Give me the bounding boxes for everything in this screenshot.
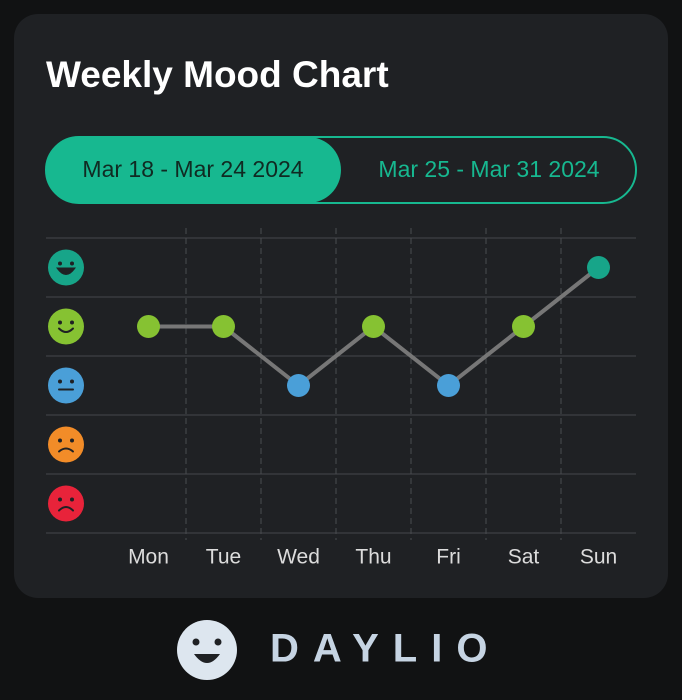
y-tick-icon [48,308,84,345]
y-tick-icon [48,249,84,286]
tab-label[interactable]: Mar 18 - Mar 24 2024 [82,156,303,182]
mood-point [137,315,160,338]
y-tick-icon [48,485,84,522]
mood-eye [70,379,74,384]
mood-point [362,315,385,338]
x-tick-label: Sat [508,546,540,569]
brand: DAYLIO [270,627,501,671]
mood-eye [70,497,74,502]
active-tab[interactable] [46,137,341,203]
mood-mouth [56,267,76,275]
mood-mouth [58,506,74,512]
mood-eye [58,379,62,384]
x-tick-label: Tue [206,546,241,569]
mood-face [48,367,84,404]
mood-eye [58,320,62,325]
logo-eye [192,638,200,646]
plot: Mon Tue Wed Thu Fri Sat Sun [46,228,636,569]
mood-eye [58,497,62,502]
y-tick-icon [48,367,84,404]
logo-eye [214,638,222,646]
mood-eye [58,261,62,266]
x-tick-label: Mon [128,546,169,569]
y-tick-icon [48,426,84,463]
x-tick-label: Wed [277,546,320,569]
mood-eye [58,438,62,443]
tab-label[interactable]: Mar 25 - Mar 31 2024 [378,156,599,182]
mood-face [48,426,84,463]
logo [177,620,237,680]
mood-mouth [58,447,74,453]
card [14,14,668,598]
x-tick-label: Thu [355,546,391,569]
x-tick-label: Fri [436,546,461,569]
mood-point [212,315,235,338]
mood-eye [70,261,74,266]
mood-point [287,374,310,397]
mood-face [48,308,84,345]
logo-mouth [194,654,220,663]
mood-eye [70,438,74,443]
mood-point [587,256,610,279]
mood-mouth [58,327,74,333]
mood-eye [70,320,74,325]
mood-point [512,315,535,338]
x-tick-label: Sun [580,546,617,569]
chart-title: Weekly Mood Chart [46,54,389,95]
mood-face [48,485,84,522]
mood-point [437,374,460,397]
